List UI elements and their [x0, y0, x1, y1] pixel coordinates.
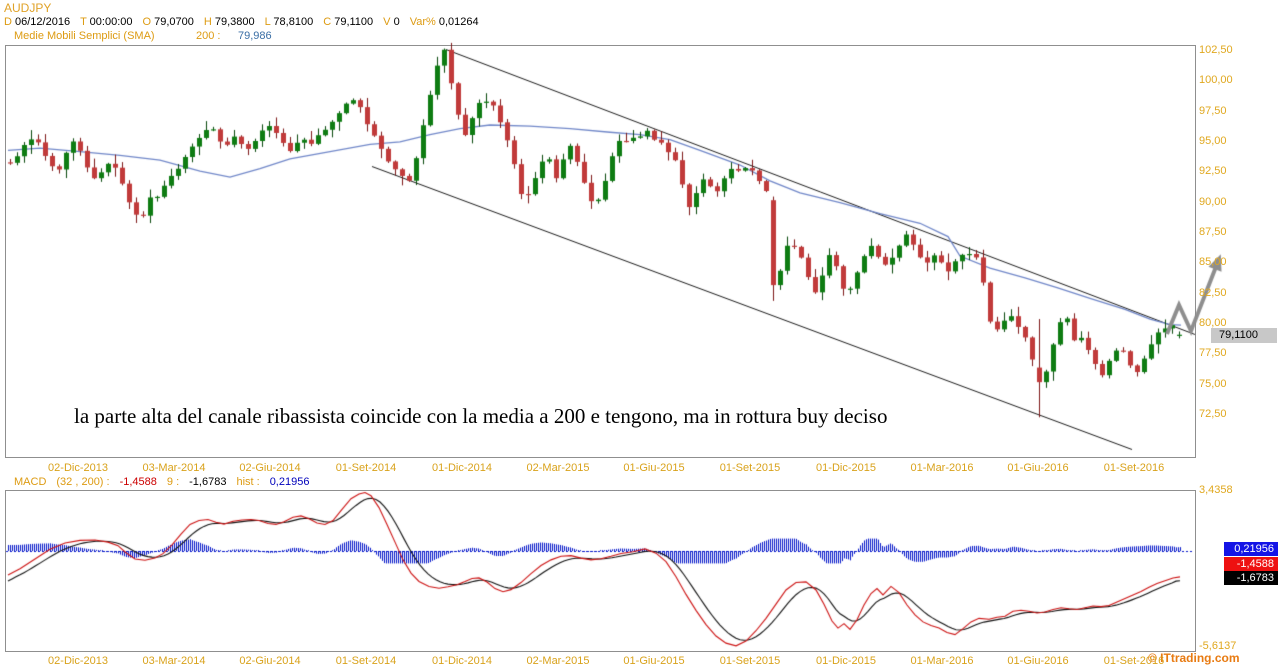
price-axis-tick: 90,00 [1199, 195, 1227, 208]
date-axis-tick: 01-Giu-2015 [623, 655, 685, 667]
date-axis-tick: 03-Mar-2014 [142, 655, 206, 667]
symbol-title: AUDJPY [4, 1, 52, 15]
ohlc-value: 00:00:00 [86, 16, 133, 28]
ohlc-value: 79,0700 [151, 16, 194, 28]
price-axis-tick: 95,00 [1199, 134, 1227, 147]
price-axis-tick: 77,50 [1199, 347, 1227, 360]
ohlc-value: 0 [390, 16, 400, 28]
price-axis-tick: 82,50 [1199, 286, 1227, 299]
date-axis-tick: 01-Giu-2016 [1007, 462, 1069, 474]
ohlc-value: 06/12/2016 [11, 16, 71, 28]
ohlc-value: 79,1100 [331, 16, 374, 28]
date-axis-tick: 02-Mar-2015 [526, 655, 590, 667]
price-axis-tick: 92,50 [1199, 165, 1227, 178]
date-axis-tick: 01-Mar-2016 [910, 462, 974, 474]
date-axis-tick: 01-Set-2015 [719, 655, 781, 667]
ohlc-key-h: H [203, 16, 212, 28]
date-axis-tick: 01-Set-2014 [335, 655, 397, 667]
date-axis-tick: 01-Dic-2014 [432, 655, 492, 667]
ohlc-key-l: L [264, 16, 271, 28]
date-axis-tick: 01-Set-2015 [719, 462, 781, 474]
macd-legend-part: MACD [14, 476, 47, 488]
date-axis-tick: 01-Giu-2015 [623, 462, 685, 474]
sma-legend: Medie Mobili Semplici (SMA) 200 : 79,986 [14, 30, 272, 42]
date-axis-tick: 03-Mar-2014 [142, 462, 206, 474]
ohlc-info-bar: D 06/12/2016 T 00:00:00 O 79,0700 H 79,3800… [4, 16, 489, 28]
date-axis-tick: 01-Set-2016 [1103, 655, 1165, 667]
macd-legend-part: 0,21956 [269, 476, 310, 488]
macd-legend-part: -1,6783 [189, 476, 227, 488]
ohlc-key-t: T [80, 16, 87, 28]
price-axis-tick: 102,50 [1199, 44, 1233, 56]
date-axis-tick: 02-Dic-2013 [48, 462, 108, 474]
date-axis-tick: 02-Dic-2013 [48, 655, 108, 667]
sma-value: 79,986 [238, 30, 272, 42]
macd-legend-part: hist : [236, 476, 260, 488]
last-price-tag: 79,1100 [1211, 328, 1277, 343]
price-axis-tick: 85,00 [1199, 256, 1227, 269]
date-axis-tick: 01-Mar-2016 [910, 655, 974, 667]
date-axis-tick: 01-Set-2014 [335, 462, 397, 474]
date-axis-tick: 01-Giu-2016 [1007, 655, 1069, 667]
price-axis-tick: 72,50 [1199, 407, 1227, 420]
date-axis-tick: 01-Set-2016 [1103, 462, 1165, 474]
date-axis-tick: 01-Dic-2015 [816, 462, 876, 474]
ohlc-key-v: V [383, 16, 391, 28]
price-axis-tick: 80,00 [1199, 316, 1227, 329]
date-axis-tick: 02-Giu-2014 [239, 462, 301, 474]
macd-axis-max: 3,4358 [1199, 484, 1233, 496]
date-axis-tick: 01-Dic-2014 [432, 462, 492, 474]
ohlc-key-var: Var% [409, 16, 436, 28]
macd-legend-part: (32 , 200) : [56, 476, 110, 488]
price-axis-tick: 87,50 [1199, 225, 1227, 238]
macd-axis-min: -5,6137 [1199, 640, 1237, 652]
macd-legend-part: -1,4588 [119, 476, 157, 488]
ohlc-value: 78,8100 [270, 16, 314, 28]
date-axis-tick: 01-Dic-2015 [816, 655, 876, 667]
ohlc-key-c: C [323, 16, 332, 28]
macd-value-badge: -1,4588 [1224, 557, 1278, 571]
ohlc-value: 79,3800 [211, 16, 255, 28]
macd-legend-part: 9 : [166, 476, 180, 488]
price-axis-tick: 100,00 [1199, 74, 1233, 87]
macd-hist-badge: 0,21956 [1224, 542, 1278, 556]
ohlc-value: 0,01264 [435, 16, 479, 28]
analysis-annotation: la parte alta del canale ribassista coin… [74, 404, 888, 428]
price-axis-tick: 97,50 [1199, 104, 1227, 117]
ohlc-key-d: D [4, 16, 12, 28]
date-axis-tick: 02-Mar-2015 [526, 462, 590, 474]
watermark-logo: © ITtrading.com [1148, 651, 1240, 665]
macd-signal-badge: -1,6783 [1224, 571, 1278, 585]
date-axis-tick: 02-Giu-2014 [239, 655, 301, 667]
macd-legend: MACD (32 , 200) : -1,4588 9 : -1,6783 hist : 0… [14, 476, 319, 488]
ohlc-key-o: O [142, 16, 152, 28]
sma-period-label: 200 : [196, 30, 221, 42]
price-axis-tick: 75,00 [1199, 377, 1227, 390]
sma-legend-label: Medie Mobili Semplici (SMA) [14, 30, 155, 42]
